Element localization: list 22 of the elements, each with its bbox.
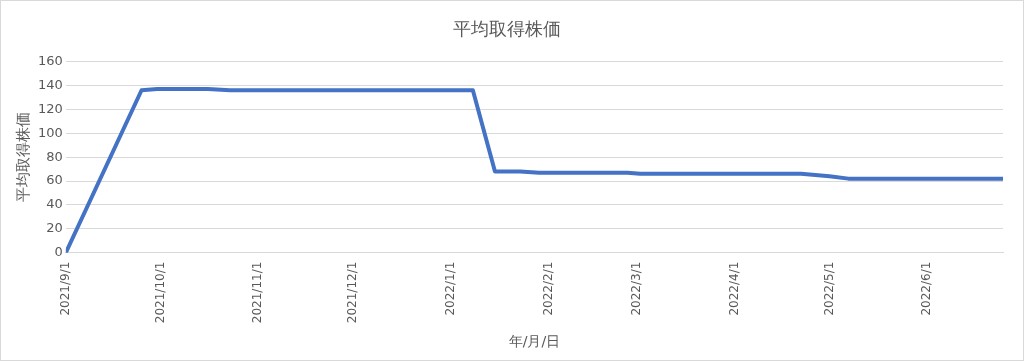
x-tick-label: 2022/6/1 bbox=[919, 261, 934, 316]
x-tick-label: 2021/9/1 bbox=[57, 261, 72, 316]
x-tick-label: 2022/5/1 bbox=[821, 261, 836, 316]
x-tick-label: 2022/1/1 bbox=[442, 261, 457, 316]
y-tick-label: 120 bbox=[37, 100, 63, 116]
y-tick-label: 60 bbox=[46, 172, 63, 188]
x-tick-label: 2021/10/1 bbox=[152, 261, 167, 324]
chart-title: 平均取得株価 bbox=[453, 18, 561, 40]
y-tick-label: 20 bbox=[46, 220, 63, 236]
x-tick-label: 2021/11/1 bbox=[250, 261, 265, 324]
x-tick-label: 2021/12/1 bbox=[345, 261, 360, 324]
y-tick-label: 40 bbox=[46, 196, 63, 212]
y-tick-label: 140 bbox=[37, 76, 63, 92]
x-axis-title: 年/月/日 bbox=[508, 333, 561, 350]
x-tick-label: 2022/2/1 bbox=[540, 261, 555, 316]
x-tick-label: 2022/3/1 bbox=[629, 261, 644, 316]
y-tick-label: 0 bbox=[54, 244, 63, 260]
y-tick-label: 160 bbox=[37, 52, 63, 68]
x-tick-label: 2022/4/1 bbox=[726, 261, 741, 316]
y-tick-label: 100 bbox=[37, 124, 63, 140]
y-axis-title: 平均取得株価 bbox=[13, 112, 32, 203]
y-tick-label: 80 bbox=[46, 148, 63, 164]
